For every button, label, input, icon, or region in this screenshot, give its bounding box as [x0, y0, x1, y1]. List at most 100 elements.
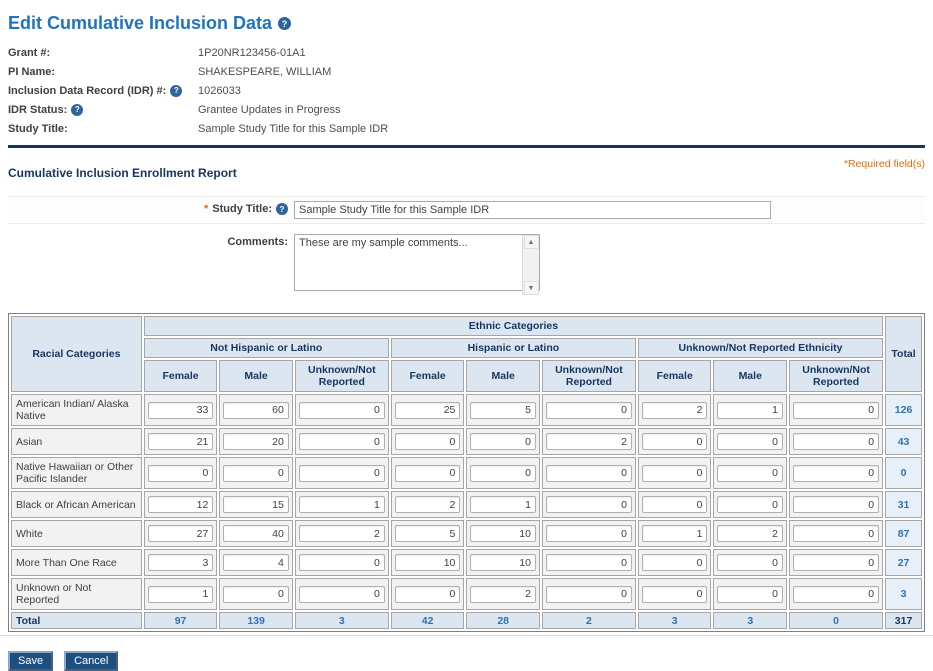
enrollment-count-input[interactable] [470, 496, 536, 513]
help-icon[interactable]: ? [170, 85, 182, 97]
column-total: 3 [295, 612, 389, 629]
enrollment-count-input[interactable] [223, 402, 289, 419]
enrollment-count-input[interactable] [299, 465, 385, 482]
enrollment-count-input[interactable] [299, 525, 385, 542]
enrollment-count-input[interactable] [470, 465, 536, 482]
enrollment-count-input[interactable] [223, 496, 289, 513]
enrollment-count-input[interactable] [395, 525, 461, 542]
enrollment-count-input[interactable] [395, 433, 461, 450]
enrollment-count-input[interactable] [546, 525, 632, 542]
enrollment-count-input[interactable] [546, 496, 632, 513]
enrollment-count-input[interactable] [793, 465, 879, 482]
help-icon[interactable]: ? [278, 17, 291, 30]
enrollment-count-input[interactable] [470, 586, 536, 603]
help-icon[interactable]: ? [71, 104, 83, 116]
not-hispanic-header: Not Hispanic or Latino [144, 338, 389, 358]
enrollment-count-input[interactable] [395, 496, 461, 513]
enrollment-count-input[interactable] [395, 465, 461, 482]
enrollment-count-input[interactable] [395, 586, 461, 603]
enrollment-count-input[interactable] [642, 496, 708, 513]
racial-category-label: Native Hawaiian or Other Pacific Islande… [11, 457, 142, 489]
enrollment-count-input[interactable] [717, 496, 783, 513]
enrollment-count-input[interactable] [546, 433, 632, 450]
enrollment-count-input[interactable] [470, 525, 536, 542]
enrollment-count-input[interactable] [717, 402, 783, 419]
enrollment-count-input[interactable] [299, 433, 385, 450]
enrollment-count-input[interactable] [793, 433, 879, 450]
racial-category-label: White [11, 520, 142, 547]
enrollment-cell [713, 457, 787, 489]
enrollment-count-input[interactable] [148, 554, 214, 571]
enrollment-count-input[interactable] [717, 525, 783, 542]
enrollment-cell [466, 394, 540, 426]
enrollment-cell [144, 520, 218, 547]
enrollment-count-input[interactable] [223, 465, 289, 482]
enrollment-cell [391, 428, 465, 455]
enrollment-count-input[interactable] [793, 496, 879, 513]
enrollment-count-input[interactable] [642, 402, 708, 419]
enrollment-count-input[interactable] [395, 402, 461, 419]
enrollment-count-input[interactable] [717, 586, 783, 603]
enrollment-count-input[interactable] [546, 554, 632, 571]
enrollment-cell [219, 578, 293, 610]
enrollment-cell [144, 457, 218, 489]
enrollment-count-input[interactable] [148, 525, 214, 542]
enrollment-count-input[interactable] [148, 496, 214, 513]
comments-row: Comments: These are my sample comments..… [8, 230, 925, 300]
enrollment-count-input[interactable] [470, 554, 536, 571]
save-button[interactable]: Save [8, 651, 53, 671]
enrollment-count-input[interactable] [148, 586, 214, 603]
enrollment-cell [713, 578, 787, 610]
cancel-button[interactable]: Cancel [64, 651, 118, 671]
study-title-input[interactable] [294, 201, 771, 219]
enrollment-count-input[interactable] [546, 586, 632, 603]
enrollment-count-input[interactable] [223, 554, 289, 571]
enrollment-count-input[interactable] [642, 525, 708, 542]
male-header: Male [219, 360, 293, 392]
enrollment-count-input[interactable] [717, 465, 783, 482]
enrollment-count-input[interactable] [642, 586, 708, 603]
enrollment-cell [542, 578, 636, 610]
enrollment-count-input[interactable] [223, 433, 289, 450]
enrollment-cell [219, 394, 293, 426]
enrollment-count-input[interactable] [793, 402, 879, 419]
scroll-up-icon[interactable]: ▲ [524, 235, 539, 249]
enrollment-cell [466, 491, 540, 518]
enrollment-count-input[interactable] [793, 554, 879, 571]
enrollment-count-input[interactable] [642, 465, 708, 482]
enrollment-cell [466, 578, 540, 610]
enrollment-count-input[interactable] [299, 402, 385, 419]
racial-categories-header: Racial Categories [11, 316, 142, 392]
enrollment-cell [144, 578, 218, 610]
enrollment-cell [542, 457, 636, 489]
enrollment-count-input[interactable] [717, 554, 783, 571]
enrollment-count-input[interactable] [148, 433, 214, 450]
table-row: White87 [11, 520, 922, 547]
enrollment-count-input[interactable] [546, 402, 632, 419]
enrollment-count-input[interactable] [223, 586, 289, 603]
enrollment-count-input[interactable] [642, 554, 708, 571]
enrollment-count-input[interactable] [717, 433, 783, 450]
enrollment-count-input[interactable] [148, 465, 214, 482]
enrollment-count-input[interactable] [470, 402, 536, 419]
enrollment-count-input[interactable] [299, 554, 385, 571]
comments-label: Comments: [8, 234, 288, 248]
enrollment-count-input[interactable] [642, 433, 708, 450]
enrollment-cell [713, 520, 787, 547]
enrollment-count-input[interactable] [470, 433, 536, 450]
enrollment-count-input[interactable] [793, 586, 879, 603]
enrollment-count-input[interactable] [546, 465, 632, 482]
comments-textarea[interactable]: These are my sample comments... [294, 234, 540, 291]
help-icon[interactable]: ? [276, 203, 288, 215]
comments-scrollbar[interactable]: ▲ ▼ [522, 235, 539, 295]
enrollment-count-input[interactable] [148, 402, 214, 419]
enrollment-count-input[interactable] [793, 525, 879, 542]
enrollment-cell [466, 428, 540, 455]
enrollment-count-input[interactable] [299, 586, 385, 603]
enrollment-count-input[interactable] [299, 496, 385, 513]
enrollment-count-input[interactable] [395, 554, 461, 571]
comments-textarea-wrap: These are my sample comments... ▲ ▼ [294, 234, 540, 296]
scroll-down-icon[interactable]: ▼ [524, 281, 539, 295]
enrollment-count-input[interactable] [223, 525, 289, 542]
enrollment-cell [789, 428, 883, 455]
